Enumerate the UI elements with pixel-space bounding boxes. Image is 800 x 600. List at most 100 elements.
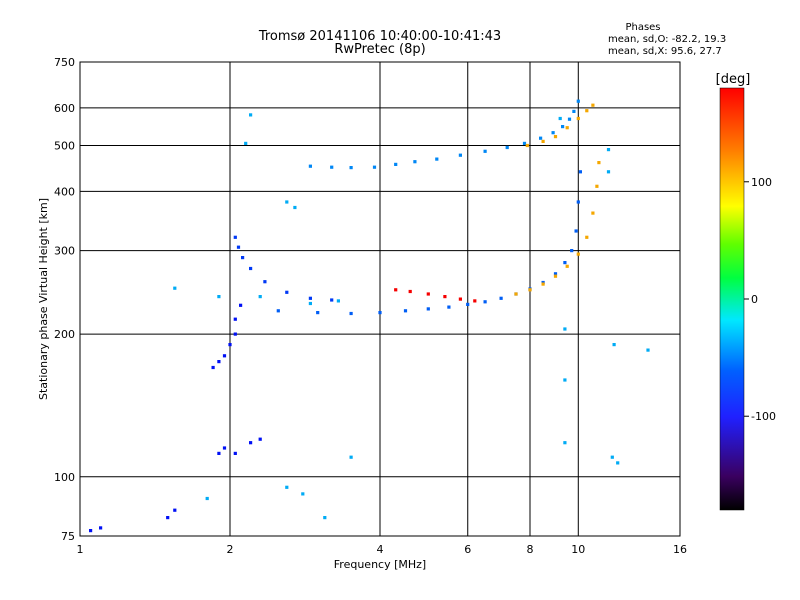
- data-point: [408, 289, 412, 294]
- data-point: [447, 305, 451, 309]
- data-point: [443, 295, 447, 299]
- data-point: [89, 529, 93, 533]
- data-point: [426, 307, 430, 311]
- data-point: [458, 297, 462, 301]
- x-tick-label: 8: [527, 543, 534, 556]
- data-point: [239, 303, 243, 307]
- data-point: [435, 157, 439, 161]
- data-point: [483, 149, 487, 153]
- data-point: [567, 117, 572, 121]
- data-point: [458, 153, 462, 157]
- data-point: [233, 451, 237, 455]
- data-point: [316, 311, 320, 315]
- chart-subtitle: RwPretec (8p): [334, 42, 425, 57]
- data-point: [539, 136, 543, 140]
- data-point: [249, 441, 253, 445]
- data-point: [473, 299, 477, 303]
- data-point: [646, 348, 650, 352]
- data-point: [372, 165, 377, 169]
- colorbar-tick-label: 100: [751, 176, 772, 189]
- data-point: [563, 327, 567, 331]
- data-point: [561, 125, 565, 129]
- data-point: [228, 343, 232, 347]
- data-point: [173, 286, 177, 290]
- y-tick-label: 300: [54, 245, 75, 258]
- data-point: [610, 455, 614, 459]
- data-point: [606, 170, 611, 174]
- data-point: [595, 184, 599, 188]
- data-point: [597, 161, 601, 165]
- y-tick-label: 100: [54, 471, 75, 484]
- data-point: [522, 141, 527, 145]
- data-point: [466, 302, 470, 306]
- data-point: [413, 160, 417, 164]
- data-point: [285, 485, 289, 489]
- data-point: [514, 292, 518, 296]
- y-tick-label: 200: [54, 328, 75, 341]
- data-point: [525, 143, 529, 148]
- data-point: [308, 164, 312, 168]
- data-point: [394, 288, 398, 292]
- data-point: [378, 311, 382, 315]
- data-point: [551, 131, 555, 135]
- data-point: [565, 126, 569, 130]
- data-point: [349, 455, 353, 459]
- x-tick-label: 4: [377, 543, 384, 556]
- data-point: [563, 378, 567, 382]
- data-point: [293, 205, 297, 210]
- colorbar-tick-label: -100: [751, 410, 776, 423]
- data-point: [308, 301, 312, 306]
- data-point: [285, 290, 289, 294]
- data-point: [426, 292, 430, 296]
- data-point: [394, 162, 398, 166]
- data-point: [330, 165, 334, 169]
- data-point: [578, 170, 582, 174]
- x-tick-label: 2: [227, 543, 234, 556]
- data-point: [276, 309, 280, 313]
- colorbar-label: [deg]: [716, 72, 751, 87]
- data-point: [574, 229, 578, 233]
- data-point: [301, 492, 305, 496]
- y-axis-ticks: 75 100 200 300 400 500 600 750: [54, 56, 75, 543]
- data-point: [585, 235, 589, 239]
- x-axis-label: Frequency [MHz]: [334, 558, 426, 571]
- data-point: [572, 109, 576, 113]
- colorbar: [719, 87, 745, 511]
- x-axis-ticks: 1 2 4 6 8 10 16: [77, 543, 688, 556]
- data-point: [308, 296, 312, 300]
- data-point: [222, 354, 227, 358]
- data-point: [99, 526, 103, 530]
- data-point: [330, 298, 334, 302]
- data-point: [249, 266, 253, 271]
- data-point: [236, 245, 241, 249]
- data-point: [166, 516, 170, 520]
- data-point: [244, 141, 248, 145]
- colorbar-tick-label: 0: [751, 293, 758, 306]
- data-point: [483, 300, 487, 304]
- data-point: [591, 211, 595, 215]
- data-point: [217, 295, 221, 299]
- data-point: [258, 437, 262, 441]
- data-point: [349, 311, 353, 316]
- data-point: [336, 299, 340, 303]
- data-point: [576, 252, 580, 256]
- data-point: [528, 288, 532, 292]
- data-point: [233, 332, 237, 336]
- data-point: [285, 200, 289, 204]
- data-point: [499, 296, 503, 300]
- x-tick-label: 16: [673, 543, 687, 556]
- data-point: [173, 508, 177, 512]
- data-point: [205, 496, 209, 501]
- x-tick-label: 6: [464, 543, 471, 556]
- data-point: [570, 249, 574, 253]
- data-point: [563, 261, 567, 265]
- data-point: [403, 309, 408, 313]
- data-point: [249, 113, 253, 117]
- data-point: [211, 365, 215, 370]
- data-point: [553, 274, 558, 278]
- phase-stats-o: mean, sd,O: -82.2, 19.3: [608, 34, 726, 45]
- data-point: [241, 256, 245, 260]
- data-point: [349, 166, 353, 170]
- y-tick-label: 400: [54, 185, 75, 198]
- data-point: [616, 461, 620, 465]
